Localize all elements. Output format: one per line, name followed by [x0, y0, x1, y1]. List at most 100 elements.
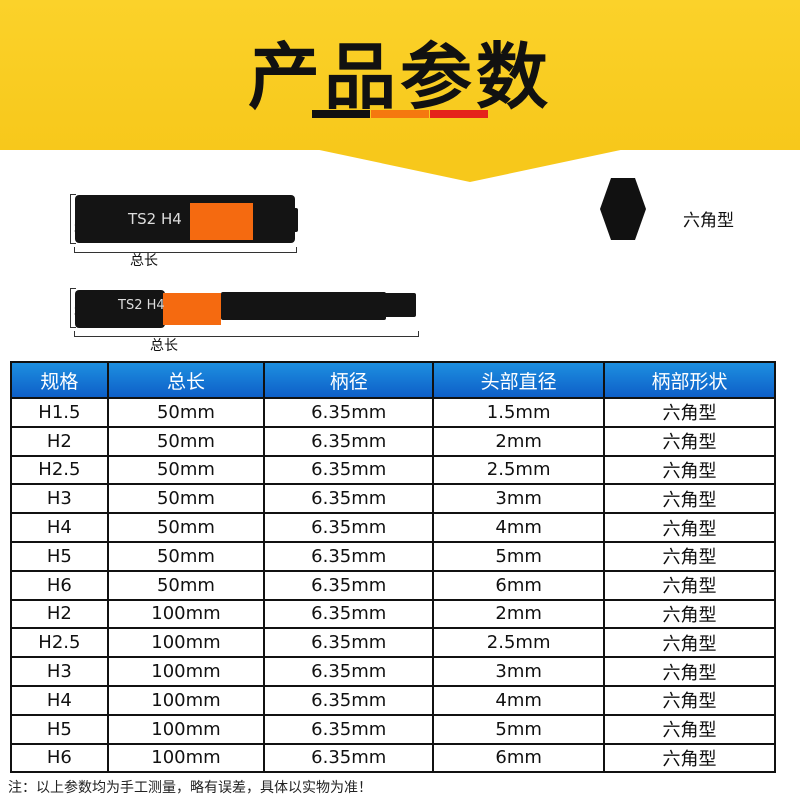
shank-dimension-line	[70, 288, 76, 328]
footnote: 注：以上参数均为手工测量，略有误差，具体以实物为准！	[8, 780, 372, 796]
table-cell: 2.5mm	[432, 627, 606, 659]
table-cell: 6mm	[432, 742, 606, 774]
table-cell: 六角型	[603, 656, 776, 687]
table-cell: 100mm	[106, 627, 266, 659]
table-cell: 4mm	[432, 512, 606, 543]
bit-marking: TS2 H4	[128, 210, 182, 228]
table-cell: 100mm	[106, 742, 266, 774]
table-row: H5 100mm 6.35mm 5mm 六角型	[10, 713, 776, 745]
table-cell: 50mm	[106, 512, 266, 543]
table-cell: 5mm	[432, 540, 606, 572]
shank-dimension-line	[70, 194, 76, 244]
column-header: 柄部形状	[603, 361, 776, 399]
shape-label: 六角型	[683, 211, 734, 231]
table-cell: 6.35mm	[263, 684, 435, 716]
table-cell: 六角型	[603, 454, 776, 486]
table-row: H3 50mm 6.35mm 3mm 六角型	[10, 483, 776, 515]
table-cell: 6.35mm	[263, 425, 435, 457]
table-row: H5 50mm 6.35mm 5mm 六角型	[10, 540, 776, 572]
column-header: 总长	[106, 361, 266, 399]
table-cell: 6.35mm	[263, 397, 435, 428]
accent-bar-orange	[371, 110, 429, 118]
column-header: 头部直径	[432, 361, 606, 399]
short-bit-tip	[253, 208, 298, 232]
long-bit-sleeve	[163, 293, 221, 325]
table-cell: 100mm	[106, 656, 266, 687]
table-cell: 6.35mm	[263, 713, 435, 745]
table-cell: 100mm	[106, 598, 266, 630]
table-cell: 100mm	[106, 713, 266, 745]
table-header-row: 规格 总长 柄径 头部直径 柄部形状	[10, 361, 776, 399]
table-cell: 50mm	[106, 569, 266, 601]
table-row: H2.5 50mm 6.35mm 2.5mm 六角型	[10, 454, 776, 486]
table-cell: 6.35mm	[263, 540, 435, 572]
table-cell: H6	[10, 742, 109, 774]
page-title: 产品参数	[247, 35, 552, 119]
banner-arrow	[310, 148, 630, 182]
table-cell: 100mm	[106, 684, 266, 716]
table-cell: H2.5	[10, 454, 109, 486]
table-cell: 2mm	[432, 598, 606, 630]
table-cell: 5mm	[432, 713, 606, 745]
table-cell: 六角型	[603, 569, 776, 601]
table-cell: 六角型	[603, 397, 776, 428]
table-cell: 50mm	[106, 454, 266, 486]
table-cell: H4	[10, 684, 109, 716]
table-cell: H5	[10, 540, 109, 572]
table-cell: 六角型	[603, 684, 776, 716]
table-cell: 六角型	[603, 713, 776, 745]
hexagon-icon	[600, 178, 646, 240]
table-cell: 六角型	[603, 425, 776, 457]
table-row: H1.5 50mm 6.35mm 1.5mm 六角型	[10, 397, 776, 428]
long-bit-shaft	[221, 292, 386, 320]
table-cell: H4	[10, 512, 109, 543]
column-header: 柄径	[263, 361, 435, 399]
table-cell: 6.35mm	[263, 598, 435, 630]
bit-marking: TS2 H4	[118, 298, 165, 313]
table-row: H2.5 100mm 6.35mm 2.5mm 六角型	[10, 627, 776, 659]
long-bit-image	[75, 290, 165, 328]
table-row: H6 100mm 6.35mm 6mm 六角型	[10, 742, 776, 774]
table-row: H2 100mm 6.35mm 2mm 六角型	[10, 598, 776, 630]
table-cell: H2	[10, 425, 109, 457]
table-cell: 50mm	[106, 425, 266, 457]
table-cell: H1.5	[10, 397, 109, 428]
table-cell: 1.5mm	[432, 397, 606, 428]
table-cell: 6.35mm	[263, 742, 435, 774]
table-row: H4 100mm 6.35mm 4mm 六角型	[10, 684, 776, 716]
table-cell: H5	[10, 713, 109, 745]
table-cell: 6.35mm	[263, 483, 435, 515]
table-cell: 50mm	[106, 540, 266, 572]
table-cell: 4mm	[432, 684, 606, 716]
table-cell: 六角型	[603, 512, 776, 543]
table-row: H6 50mm 6.35mm 6mm 六角型	[10, 569, 776, 601]
length-label: 总长	[150, 338, 178, 354]
table-cell: 2mm	[432, 425, 606, 457]
table-cell: H2	[10, 598, 109, 630]
short-bit-sleeve	[190, 203, 253, 240]
table-row: H4 50mm 6.35mm 4mm 六角型	[10, 512, 776, 543]
table-row: H2 50mm 6.35mm 2mm 六角型	[10, 425, 776, 457]
column-header: 规格	[10, 361, 109, 399]
table-cell: 6.35mm	[263, 627, 435, 659]
table-cell: 3mm	[432, 483, 606, 515]
table-cell: 六角型	[603, 627, 776, 659]
table-cell: 六角型	[603, 742, 776, 774]
length-dimension-line	[74, 331, 419, 337]
table-cell: H6	[10, 569, 109, 601]
length-dimension-line	[74, 247, 297, 253]
table-cell: H3	[10, 656, 109, 687]
table-cell: 六角型	[603, 483, 776, 515]
table-cell: H3	[10, 483, 109, 515]
table-cell: 2.5mm	[432, 454, 606, 486]
table-cell: 六角型	[603, 540, 776, 572]
table-cell: 3mm	[432, 656, 606, 687]
table-cell: 50mm	[106, 483, 266, 515]
table-row: H3 100mm 6.35mm 3mm 六角型	[10, 656, 776, 687]
table-cell: 六角型	[603, 598, 776, 630]
table-cell: 6.35mm	[263, 454, 435, 486]
table-cell: 6mm	[432, 569, 606, 601]
accent-bar-red	[430, 110, 488, 118]
length-label: 总长	[130, 253, 158, 269]
accent-bar-black	[312, 110, 370, 118]
